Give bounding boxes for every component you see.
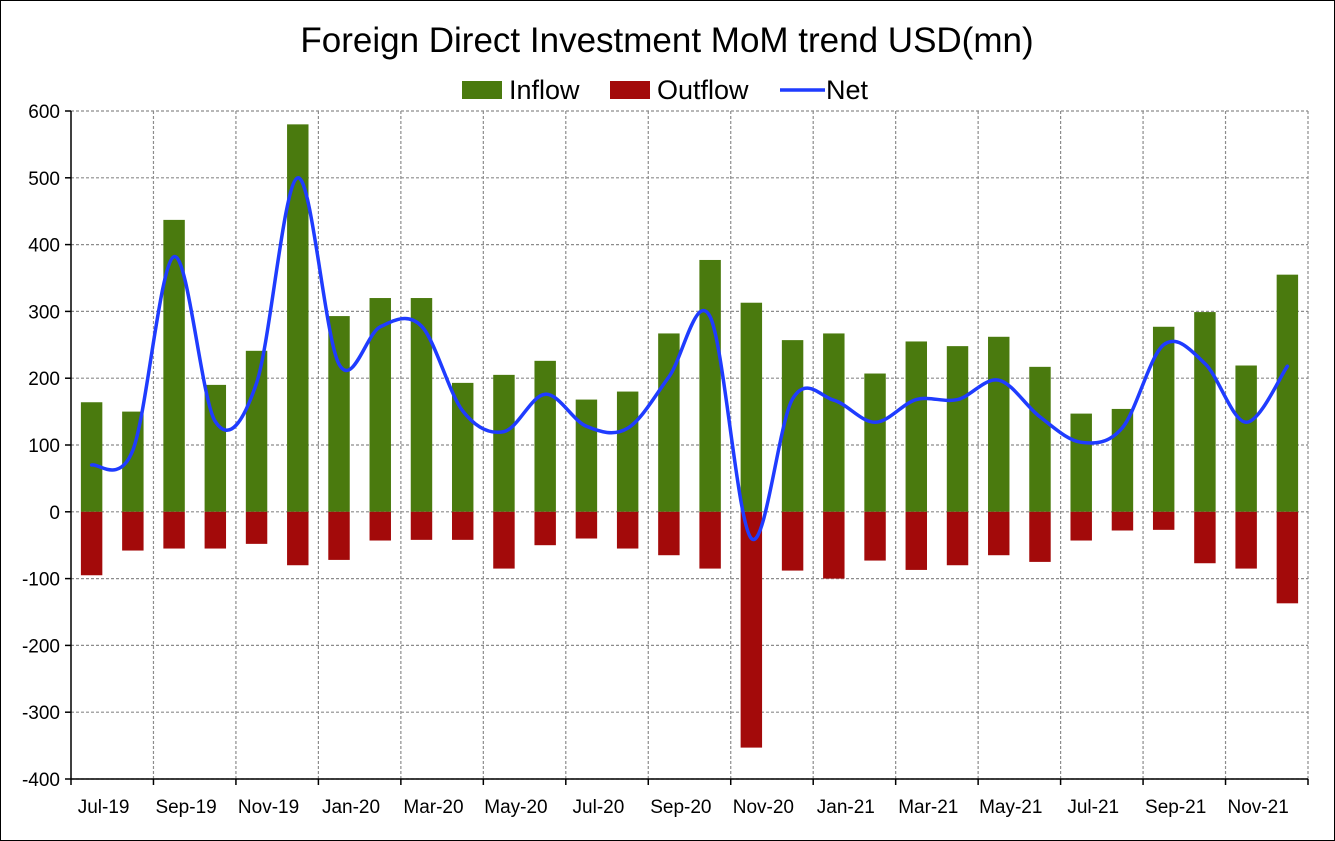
- y-tick-label: 0: [49, 503, 60, 524]
- legend-label-net: Net: [826, 75, 869, 105]
- outflow-bar: [864, 511, 886, 561]
- inflow-bar: [534, 360, 556, 512]
- x-tick-label: Nov-19: [238, 797, 299, 818]
- x-tick-label: Jan-21: [817, 797, 875, 818]
- inflow-bar: [80, 402, 103, 512]
- outflow-bar: [658, 511, 680, 556]
- y-tick-label: -200: [22, 636, 60, 657]
- inflow-bar: [740, 302, 763, 512]
- outflow-bar: [1276, 511, 1299, 604]
- y-tick-labels: 600 500 400 300 200 100 0 -100 -200 -300 -400: [22, 102, 60, 791]
- y-tick-label: 400: [28, 236, 60, 257]
- axes: [65, 110, 1309, 785]
- inflow-bar: [905, 341, 928, 512]
- x-tick-label: May-21: [979, 797, 1042, 818]
- inflow-bar: [204, 384, 227, 512]
- x-tick-label: Sep-21: [1145, 797, 1206, 818]
- inflow-bar: [328, 316, 350, 512]
- inflow-bar: [699, 259, 721, 512]
- y-tick-label: 100: [28, 436, 60, 457]
- inflow-bar: [410, 298, 433, 512]
- x-tick-label: Nov-21: [1228, 797, 1289, 818]
- inflow-bar: [245, 350, 268, 512]
- y-tick-label: 300: [28, 302, 60, 323]
- inflow-bar: [1152, 326, 1175, 512]
- outflow-bar: [1070, 511, 1092, 541]
- inflow-bar: [575, 399, 598, 512]
- x-tick-label: Sep-19: [155, 797, 216, 818]
- x-tick-label: Nov-20: [733, 797, 794, 818]
- outflow-bar: [575, 511, 598, 539]
- x-tick-label: Jul-19: [78, 797, 130, 818]
- outflow-bar: [1029, 511, 1051, 562]
- outflow-bar: [204, 511, 227, 549]
- inflow-bar: [1029, 366, 1051, 512]
- legend: Inflow Outflow Net: [462, 75, 869, 105]
- outflow-bar: [493, 511, 515, 569]
- legend-label-inflow: Inflow: [509, 75, 580, 105]
- inflow-bar: [451, 382, 474, 512]
- y-tick-label: 200: [28, 369, 60, 390]
- x-tick-label: Jul-21: [1067, 797, 1119, 818]
- outflow-bar: [905, 511, 928, 570]
- inflow-bar: [946, 346, 969, 512]
- outflow-bar: [369, 511, 391, 541]
- outflow-bar: [122, 511, 144, 551]
- inflow-bar: [287, 124, 309, 512]
- inflow-bar: [988, 336, 1010, 512]
- inflow-bar: [616, 391, 639, 512]
- outflow-bar: [1235, 511, 1257, 569]
- legend-swatch-outflow: [610, 81, 650, 99]
- y-tick-label: 500: [28, 169, 60, 190]
- outflow-bar: [245, 511, 268, 544]
- outflow-bar: [988, 511, 1010, 556]
- outflow-bar: [823, 511, 845, 579]
- legend-swatch-inflow: [462, 81, 502, 99]
- inflow-bar: [658, 333, 680, 512]
- net-line: [89, 176, 1290, 542]
- x-tick-label: May-20: [484, 797, 547, 818]
- inflow-bar: [369, 298, 391, 512]
- bars: [80, 124, 1299, 748]
- inflow-bar: [823, 333, 845, 512]
- inflow-bar: [1276, 274, 1299, 512]
- outflow-bar: [1111, 511, 1134, 531]
- outflow-bar: [328, 511, 350, 560]
- outflow-bar: [946, 511, 969, 566]
- outflow-bar: [699, 511, 721, 569]
- y-tick-label: -100: [22, 570, 60, 591]
- outflow-bar: [616, 511, 639, 549]
- y-tick-label: -400: [22, 770, 60, 791]
- x-tick-label: Jan-20: [322, 797, 380, 818]
- outflow-bar: [1152, 511, 1175, 530]
- net-line-group: [89, 176, 1290, 542]
- legend-label-outflow: Outflow: [657, 75, 749, 105]
- x-tick-label: Jul-20: [573, 797, 625, 818]
- y-tick-label: -300: [22, 703, 60, 724]
- x-tick-label: Mar-20: [403, 797, 463, 818]
- outflow-bar: [163, 511, 185, 549]
- inflow-bar: [163, 219, 185, 512]
- chart-title: Foreign Direct Investment MoM trend USD(…: [300, 21, 1033, 60]
- outflow-bar: [740, 511, 763, 748]
- x-tick-label: Sep-20: [650, 797, 711, 818]
- inflow-bar: [781, 340, 804, 512]
- outflow-bar: [451, 511, 474, 540]
- inflow-bar: [864, 373, 886, 512]
- outflow-bar: [781, 511, 804, 571]
- inflow-bar: [1070, 413, 1092, 512]
- outflow-bar: [534, 511, 556, 546]
- inflow-bar: [1235, 365, 1257, 512]
- outflow-bar: [80, 511, 103, 576]
- x-tick-labels: Jul-19 Sep-19 Nov-19 Jan-20 Mar-20 May-20 Jul-…: [78, 797, 1289, 818]
- x-tick-label: Mar-21: [898, 797, 958, 818]
- inflow-bar: [493, 374, 515, 512]
- outflow-bar: [410, 511, 433, 540]
- y-tick-label: 600: [28, 102, 60, 123]
- inflow-bar: [1194, 312, 1216, 512]
- inflow-bar: [1111, 408, 1134, 512]
- outflow-bar: [287, 511, 309, 566]
- outflow-bar: [1194, 511, 1216, 564]
